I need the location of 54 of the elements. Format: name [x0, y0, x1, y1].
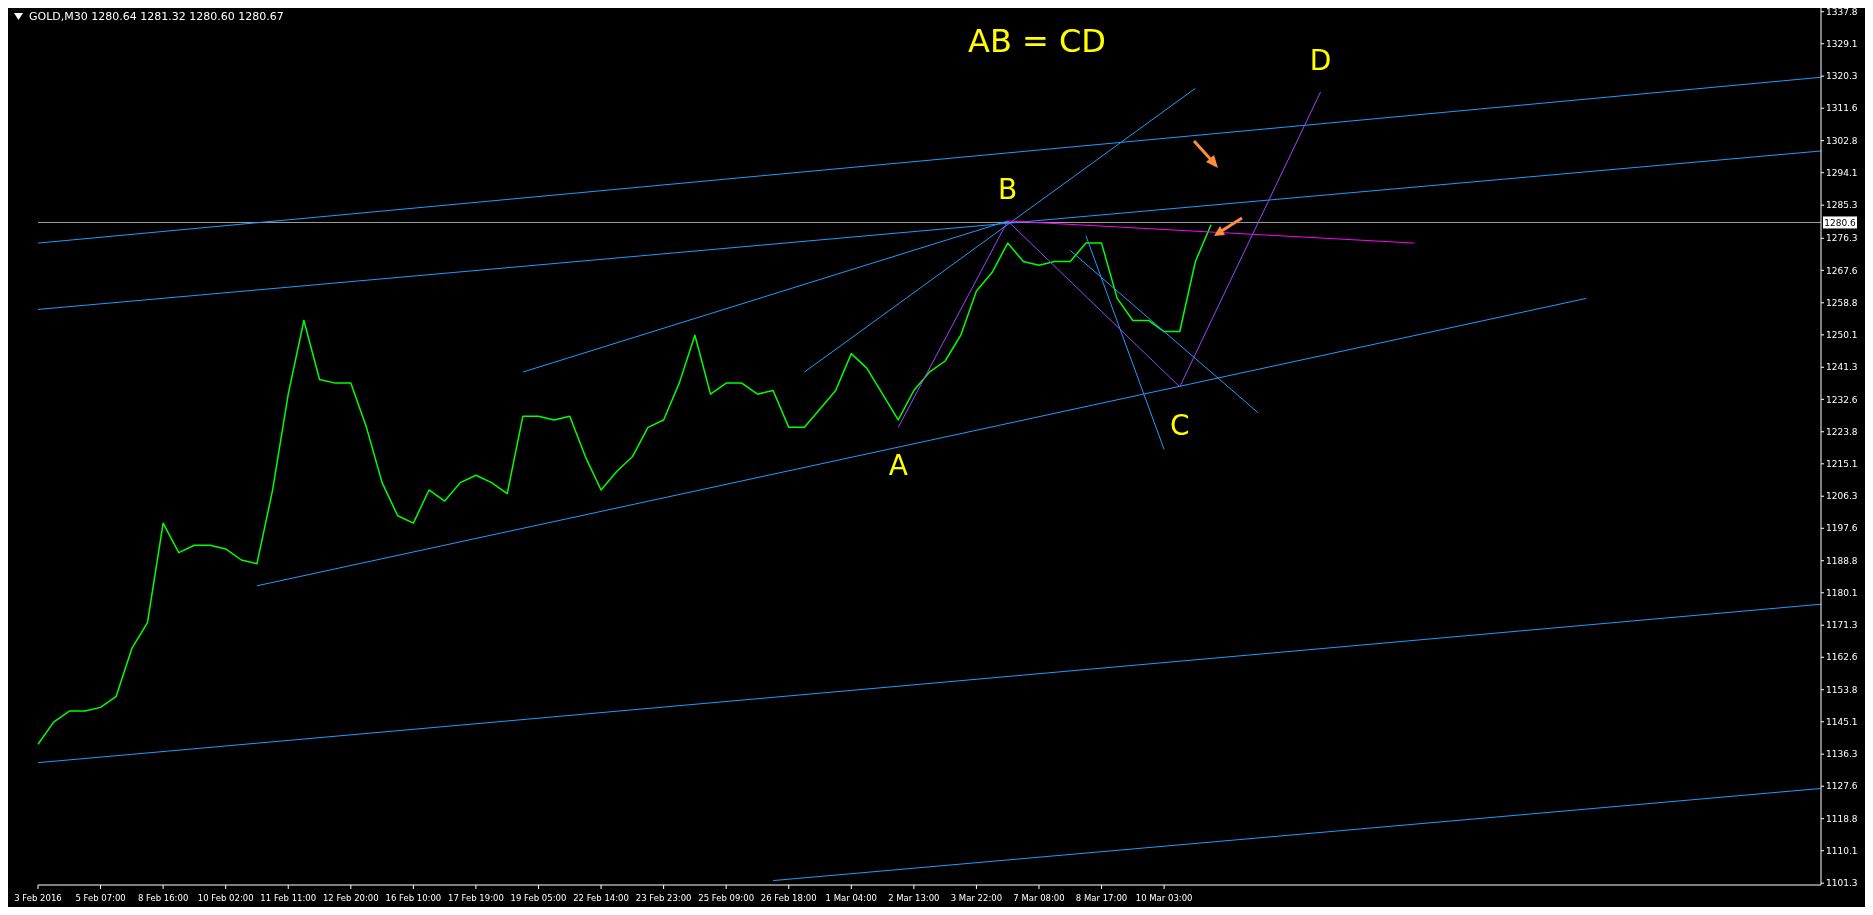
x-tick-label: 11 Feb 11:00 [260, 893, 317, 903]
y-tick-label: 1197.6 [1826, 523, 1858, 534]
y-tick-label: 1188.8 [1826, 555, 1858, 566]
text: AB = CD [968, 22, 1106, 60]
x-tick-label: 3 Mar 22:00 [950, 893, 1003, 903]
y-tick-label: 1110.1 [1826, 845, 1858, 856]
y-tick-label: 1311.6 [1826, 103, 1858, 114]
x-tick-label: 26 Feb 18:00 [760, 893, 817, 903]
x-tick-label: 16 Feb 10:00 [385, 893, 442, 903]
y-tick-label: 1285.3 [1826, 200, 1858, 211]
y-tick-label: 1101.3 [1826, 878, 1858, 889]
y-tick-label: 1145.1 [1826, 716, 1858, 727]
y-tick-label: 1258.8 [1826, 297, 1858, 308]
x-tick-label: 17 Feb 19:00 [448, 893, 504, 903]
y-tick-label: 1302.8 [1826, 135, 1858, 146]
x-tick-label: 2 Mar 13:00 [888, 893, 940, 903]
y-tick-label: 1171.3 [1826, 620, 1858, 631]
x-tick-label: 10 Mar 03:00 [1135, 893, 1193, 903]
x-tick-label: 23 Feb 23:00 [635, 893, 692, 903]
y-tick-label: 1206.3 [1826, 491, 1858, 502]
ref-line-label: 1280.6 [1824, 218, 1857, 229]
y-tick-label: 1320.3 [1826, 71, 1858, 82]
x-tick-label: 25 Feb 09:00 [698, 893, 755, 903]
y-tick-label: 1329.1 [1826, 38, 1858, 49]
y-tick-label: 1250.1 [1826, 330, 1858, 341]
y-tick-label: 1180.1 [1826, 587, 1858, 598]
y-tick-label: 1223.8 [1826, 426, 1858, 437]
y-tick-label: 1153.8 [1826, 684, 1858, 695]
y-tick-label: 1127.6 [1826, 781, 1858, 792]
y-tick-label: 1162.6 [1826, 652, 1858, 663]
y-tick-label: 1118.8 [1826, 813, 1858, 824]
x-tick-label: 10 Feb 02:00 [197, 893, 254, 903]
x-tick-label: 8 Feb 16:00 [137, 893, 189, 903]
data-label: A [888, 449, 908, 483]
y-tick-label: 1267.6 [1826, 265, 1858, 276]
x-tick-label: 12 Feb 20:00 [322, 893, 379, 903]
x-tick-label: 5 Feb 07:00 [75, 893, 126, 903]
data-label: B [998, 172, 1018, 206]
x-tick-label: 3 Feb 2016 [14, 893, 62, 903]
x-tick-label: 7 Mar 08:00 [1013, 893, 1065, 903]
y-tick-label: 1232.6 [1826, 394, 1858, 405]
y-tick-label: 1215.1 [1826, 459, 1858, 470]
x-tick-label: 1 Mar 04:00 [825, 893, 877, 903]
y-tick-label: 1294.1 [1826, 167, 1858, 178]
y-tick-label: 1241.3 [1826, 362, 1858, 373]
y-tick-label: 1136.3 [1826, 749, 1858, 760]
data-label: D [1309, 44, 1332, 78]
x-tick-label: 8 Mar 17:00 [1075, 893, 1128, 903]
chart-subtitle: GOLD,M30 1280.64 1281.32 1280.60 1280.67 [29, 10, 284, 23]
x-tick-label: 19 Feb 05:00 [510, 893, 567, 903]
data-label: C [1169, 408, 1190, 442]
y-tick-label: 1276.3 [1826, 233, 1858, 244]
y-tick-label: 1337.8 [1826, 6, 1858, 17]
x-tick-label: 22 Feb 14:00 [573, 893, 629, 903]
